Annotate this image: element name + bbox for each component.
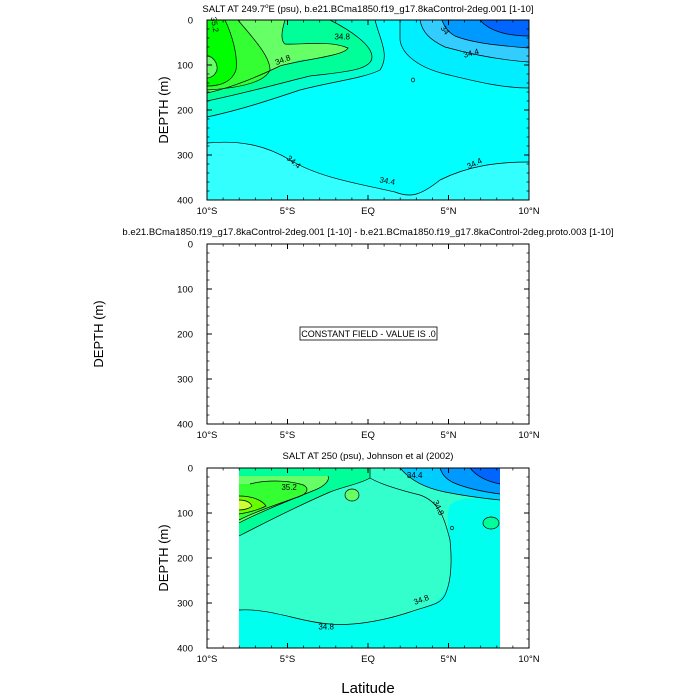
contour-label: 35.2 bbox=[209, 16, 221, 33]
y-tick-label: 400 bbox=[177, 420, 193, 431]
y-axis-label: DEPTH (m) bbox=[156, 524, 171, 591]
x-tick-label: EQ bbox=[361, 654, 375, 665]
no-data-area bbox=[207, 468, 239, 648]
constant-field-note: CONSTANT FIELD - VALUE IS .0 bbox=[301, 329, 436, 339]
y-tick-label: 400 bbox=[177, 196, 193, 207]
y-tick-label: 0 bbox=[188, 240, 193, 251]
y-tick-label: 100 bbox=[177, 61, 193, 72]
x-tick-label: 5°S bbox=[280, 206, 295, 217]
salinity-blob bbox=[483, 517, 499, 529]
panel-3-filled-contours bbox=[238, 468, 501, 648]
y-tick-label: 200 bbox=[177, 106, 193, 117]
x-tick-label: 5°S bbox=[280, 430, 295, 441]
y-tick-label: 300 bbox=[177, 151, 193, 162]
salinity-band bbox=[207, 142, 529, 200]
panel-3: SALT AT 250 (psu), Johnson et al (2002) bbox=[156, 451, 540, 665]
y-tick-label: 100 bbox=[177, 285, 193, 296]
salinity-band bbox=[239, 468, 500, 648]
contour-label: 34.8 bbox=[334, 33, 350, 42]
contour-label: 35.2 bbox=[281, 483, 297, 492]
y-tick-label: 300 bbox=[177, 599, 193, 610]
contour-lines bbox=[238, 468, 501, 625]
salinity-band bbox=[470, 468, 500, 484]
panel-3-title: SALT AT 250 (psu), Johnson et al (2002) bbox=[283, 451, 454, 462]
salinity-core bbox=[207, 56, 218, 78]
x-tick-label: 10°N bbox=[518, 206, 539, 217]
x-tick-label: 10°N bbox=[518, 654, 539, 665]
contour-label: 34.4 bbox=[462, 47, 480, 60]
x-tick-label: 10°S bbox=[197, 654, 218, 665]
y-tick-label: 200 bbox=[177, 330, 193, 341]
contour-label: 34.8 bbox=[318, 622, 334, 631]
x-tick-label: 5°N bbox=[441, 206, 457, 217]
x-axis-label: Latitude bbox=[341, 680, 394, 697]
panel-1: SALT AT 249.7oE (psu), b.e21.BCma1850.f1… bbox=[156, 4, 540, 217]
x-tick-label: 5°N bbox=[441, 654, 457, 665]
salinity-blob bbox=[345, 489, 359, 501]
x-tick-label: 5°N bbox=[441, 430, 457, 441]
y-axis-label: DEPTH (m) bbox=[156, 76, 171, 143]
x-tick-label: 10°S bbox=[197, 206, 218, 217]
x-tick-label: 5°S bbox=[280, 654, 295, 665]
constant-field-box bbox=[299, 326, 438, 341]
contour-label: 34.4 bbox=[407, 471, 423, 480]
x-tick-label: 10°N bbox=[518, 430, 539, 441]
axes: 10°S 5°S EQ 5°N 10°N 0 100 200 300 400 bbox=[177, 464, 540, 666]
contour-lines bbox=[207, 20, 529, 196]
y-tick-label: 0 bbox=[188, 464, 193, 475]
panel-1-filled-contours bbox=[207, 20, 529, 200]
panel-2-title: b.e21.BCma1850.f19_g17.8kaControl-2deg.0… bbox=[122, 227, 613, 238]
axes: 10°S 5°S EQ 5°N 10°N 0 100 200 300 400 bbox=[177, 240, 540, 442]
y-tick-label: 200 bbox=[177, 554, 193, 565]
contour-label: 34.4 bbox=[379, 175, 396, 187]
axes: 10°S 5°S EQ 5°N 10°N 0 100 200 300 400 bbox=[177, 16, 540, 218]
panel-1-title: SALT AT 249.7oE (psu), b.e21.BCma1850.f1… bbox=[202, 4, 533, 15]
y-axis-label: DEPTH (m) bbox=[91, 300, 106, 367]
y-tick-label: 300 bbox=[177, 375, 193, 386]
x-tick-label: 10°S bbox=[197, 430, 218, 441]
panel-2: b.e21.BCma1850.f19_g17.8kaControl-2deg.0… bbox=[91, 227, 614, 441]
y-tick-label: 400 bbox=[177, 644, 193, 655]
y-tick-label: 0 bbox=[188, 16, 193, 27]
salinity-band bbox=[480, 20, 529, 36]
x-tick-label: EQ bbox=[361, 430, 375, 441]
y-tick-label: 100 bbox=[177, 509, 193, 520]
x-tick-label: EQ bbox=[361, 206, 375, 217]
